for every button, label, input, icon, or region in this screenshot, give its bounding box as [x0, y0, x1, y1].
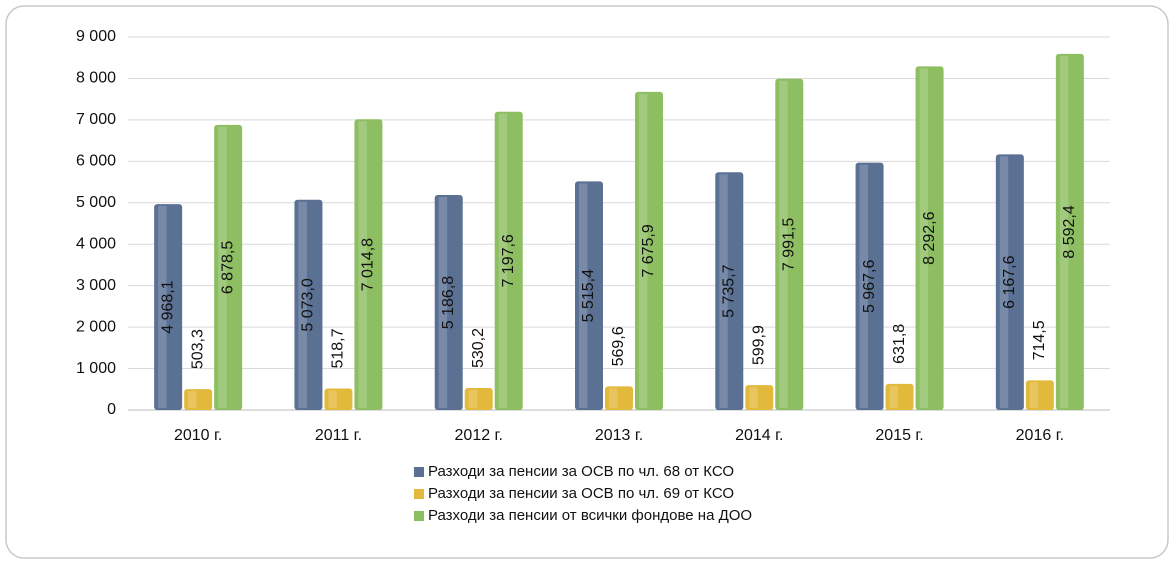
bar-shine — [779, 80, 788, 408]
y-tick-label: 3 000 — [76, 277, 116, 294]
data-label: 8 592,4 — [1061, 205, 1078, 258]
data-label: 8 292,6 — [921, 211, 938, 264]
bar — [184, 389, 213, 410]
bar-shine — [999, 156, 1009, 408]
data-label: 530,2 — [470, 328, 487, 368]
data-label: 5 735,7 — [721, 264, 738, 317]
bar-shine — [468, 390, 478, 408]
data-label: 503,3 — [189, 329, 206, 369]
y-tick-label: 9 000 — [76, 28, 116, 45]
x-tick-label: 2011 г. — [315, 427, 362, 444]
bar — [635, 91, 663, 410]
bar — [294, 199, 323, 410]
bar — [1055, 53, 1084, 410]
y-tick-label: 8 000 — [76, 70, 116, 87]
bar-shine — [859, 164, 868, 408]
data-label: 4 968,1 — [159, 280, 176, 333]
legend-label: Разходи за пенсии за ОСВ по чл. 68 от КС… — [428, 463, 734, 480]
bar-shine — [438, 197, 448, 408]
bar-shine — [749, 387, 758, 408]
bar — [434, 195, 463, 410]
bar — [715, 172, 744, 410]
legend-marker — [414, 511, 424, 521]
y-tick-label: 6 000 — [76, 153, 116, 170]
y-tick-label: 0 — [107, 401, 116, 418]
y-tick-label: 2 000 — [76, 318, 116, 335]
data-label: 518,7 — [330, 328, 347, 368]
bar — [324, 388, 353, 410]
legend-label: Разходи за пенсии от всички фондове на Д… — [428, 507, 752, 524]
bar — [995, 154, 1024, 410]
legend-label: Разходи за пенсии за ОСВ по чл. 69 от КС… — [428, 485, 734, 502]
bar-shine — [358, 121, 367, 408]
x-tick-label: 2015 г. — [875, 427, 923, 444]
legend-marker — [414, 467, 424, 477]
x-tick-label: 2010 г. — [174, 427, 222, 444]
bar-shine — [298, 201, 307, 408]
bar — [575, 181, 603, 410]
y-tick-label: 1 000 — [76, 360, 116, 377]
data-label: 5 186,8 — [440, 276, 457, 329]
bar-shine — [579, 183, 588, 408]
data-label: 5 967,6 — [861, 260, 878, 313]
bar — [855, 162, 884, 410]
data-label: 631,8 — [891, 324, 908, 364]
data-label: 5 073,0 — [300, 278, 317, 331]
bar — [915, 66, 944, 410]
bar — [464, 388, 493, 410]
data-label: 7 197,6 — [500, 234, 517, 287]
bar — [745, 385, 774, 410]
data-label: 599,9 — [751, 325, 768, 365]
data-label: 7 675,9 — [640, 224, 657, 277]
bar — [1025, 380, 1054, 410]
bar — [775, 78, 804, 410]
bar-shine — [328, 390, 337, 408]
y-tick-label: 5 000 — [76, 194, 116, 211]
bar-shine — [719, 174, 728, 408]
y-tick-label: 7 000 — [76, 111, 116, 128]
data-label: 7 991,5 — [781, 218, 798, 271]
bar-shine — [1029, 382, 1039, 408]
data-label: 6 167,6 — [1001, 255, 1018, 308]
data-label: 7 014,8 — [360, 238, 377, 291]
x-tick-label: 2013 г. — [595, 427, 643, 444]
bar-shine — [919, 68, 928, 408]
bar — [605, 386, 633, 410]
bar-shine — [218, 126, 227, 409]
bar-shine — [1059, 55, 1069, 408]
data-label: 714,5 — [1031, 320, 1048, 360]
bar — [154, 204, 183, 410]
bar-shine — [188, 391, 197, 408]
bar-shine — [609, 388, 618, 408]
bar — [354, 119, 383, 410]
x-tick-label: 2014 г. — [735, 427, 783, 444]
legend-marker — [414, 489, 424, 499]
bar — [214, 124, 243, 411]
x-tick-label: 2012 г. — [455, 427, 503, 444]
bar-shine — [639, 93, 648, 408]
y-tick-label: 4 000 — [76, 235, 116, 252]
bar-shine — [498, 113, 508, 408]
data-label: 6 878,5 — [219, 241, 236, 294]
data-label: 569,6 — [610, 326, 627, 366]
bar-shine — [158, 206, 167, 408]
data-label: 5 515,4 — [580, 269, 597, 322]
bar — [885, 383, 914, 410]
x-tick-label: 2016 г. — [1016, 427, 1064, 444]
bar-shine — [889, 385, 898, 408]
bar — [494, 111, 523, 410]
